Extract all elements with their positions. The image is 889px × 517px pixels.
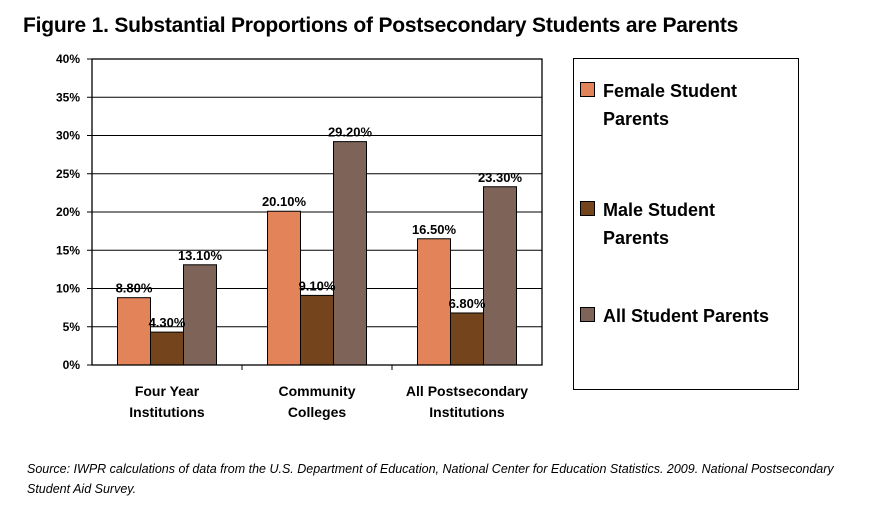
data-label: 4.30% xyxy=(149,315,186,330)
bar-female-student-parents xyxy=(267,210,301,366)
bar-male-student-parents xyxy=(150,331,184,366)
data-label: 6.80% xyxy=(449,296,486,311)
legend-label-line: All Student Parents xyxy=(603,306,770,326)
legend-label-line: Male Student xyxy=(603,200,716,220)
data-label: 20.10% xyxy=(262,194,307,209)
bar-female-student-parents xyxy=(417,238,451,366)
legend-swatch xyxy=(580,201,595,216)
legend-item: Female Student Parents xyxy=(580,77,737,133)
plot-area xyxy=(91,58,543,366)
y-tick-label: 20% xyxy=(56,205,80,219)
legend-label-line: Parents xyxy=(603,228,670,248)
data-label: 8.80% xyxy=(116,281,153,296)
legend-item: Male Student Parents xyxy=(580,196,715,252)
legend-item: All Student Parents xyxy=(580,302,769,330)
y-tick-label: 5% xyxy=(63,320,81,334)
chart-legend: Female Student Parents Male Student Parents… xyxy=(573,58,799,390)
y-tick-label: 35% xyxy=(56,90,80,104)
y-tick-label: 30% xyxy=(56,129,80,143)
y-tick-label: 15% xyxy=(56,243,80,257)
legend-label: All Student Parents xyxy=(603,302,769,330)
y-tick-label: 0% xyxy=(63,358,81,372)
y-tick-label: 25% xyxy=(56,167,80,181)
bar-male-student-parents xyxy=(300,294,334,366)
x-category-label: Institutions xyxy=(429,404,505,420)
data-label: 16.50% xyxy=(412,222,457,237)
legend-label: Male Student Parents xyxy=(603,196,715,252)
x-category-label: Colleges xyxy=(288,404,347,420)
x-category-label: Institutions xyxy=(129,404,205,420)
legend-label-line: Parents xyxy=(603,109,670,129)
bar-female-student-parents xyxy=(117,297,151,366)
bar-all-student-parents xyxy=(333,141,367,366)
x-category-label: Four Year xyxy=(135,383,200,399)
data-label: 13.10% xyxy=(178,248,223,263)
bar-all-student-parents xyxy=(483,186,517,366)
data-label: 29.20% xyxy=(328,125,373,140)
bar-male-student-parents xyxy=(450,312,484,366)
legend-swatch xyxy=(580,307,595,322)
x-category-label: Community xyxy=(279,383,356,399)
data-label: 9.10% xyxy=(299,278,336,293)
y-tick-label: 40% xyxy=(56,52,80,66)
data-label: 23.30% xyxy=(478,170,523,185)
chart-title: Figure 1. Substantial Proportions of Pos… xyxy=(23,14,739,37)
bar-all-student-parents xyxy=(183,264,217,366)
source-note: Source: IWPR calculations of data from t… xyxy=(27,462,834,496)
x-category-label: All Postsecondary xyxy=(406,383,528,399)
y-tick-label: 10% xyxy=(56,282,80,296)
legend-swatch xyxy=(580,82,595,97)
legend-label: Female Student Parents xyxy=(603,77,737,133)
legend-label-line: Female Student xyxy=(603,81,738,101)
